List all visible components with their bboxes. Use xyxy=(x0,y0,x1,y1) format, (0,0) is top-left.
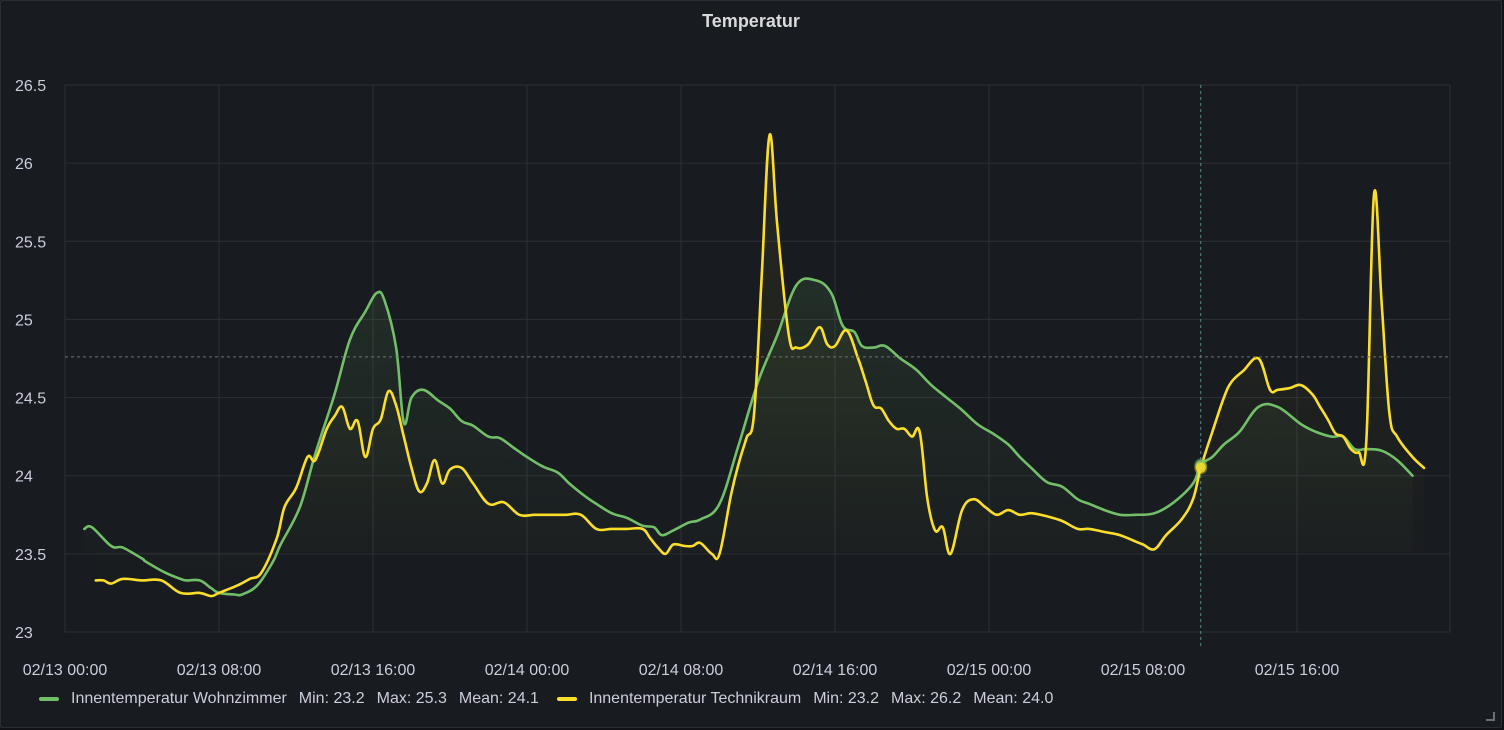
legend-series-name: Innentemperatur Wohnzimmer xyxy=(71,690,287,707)
legend-mean: Mean: 24.1 xyxy=(458,690,539,707)
legend-min: Min: 23.2 xyxy=(298,690,365,707)
x-tick-label: 02/15 16:00 xyxy=(1255,662,1340,679)
x-tick-label: 02/14 00:00 xyxy=(485,662,570,679)
legend-series-name: Innentemperatur Technikraum xyxy=(588,690,802,707)
resize-handle-icon[interactable] xyxy=(1486,712,1495,721)
x-tick-label: 02/14 16:00 xyxy=(793,662,878,679)
legend-min: Min: 23.2 xyxy=(813,690,880,707)
area-fills xyxy=(84,134,1424,597)
x-tick-label: 02/13 16:00 xyxy=(331,662,416,679)
legend-item-wohnzimmer[interactable]: Innentemperatur Wohnzimmer Min: 23.2 Max… xyxy=(39,690,539,708)
series-line-wohnzimmer[interactable] xyxy=(83,277,1414,597)
series-area-technikraum xyxy=(95,134,1424,597)
y-tick-label: 25.5 xyxy=(15,234,46,251)
crosshair xyxy=(65,85,1450,646)
y-axis: 23 23.5 24 24.5 25 25.5 26 26.5 xyxy=(15,78,46,642)
hover-point xyxy=(1194,461,1208,475)
legend-swatch-wohnzimmer xyxy=(39,697,59,701)
y-tick-label: 25 xyxy=(15,312,33,329)
y-tick-label: 26.5 xyxy=(15,78,46,95)
legend-swatch-technikraum xyxy=(556,697,577,701)
y-tick-label: 24.5 xyxy=(15,391,46,408)
legend-item-technikraum[interactable]: Innentemperatur Technikraum Min: 23.2 Ma… xyxy=(556,690,1054,708)
legend-mean: Mean: 24.0 xyxy=(973,690,1054,707)
panel-title[interactable]: Temperatur xyxy=(702,11,800,31)
y-tick-label: 23 xyxy=(15,625,33,642)
series-lines xyxy=(83,133,1426,598)
x-tick-label: 02/15 08:00 xyxy=(1101,662,1186,679)
legend: Innentemperatur Wohnzimmer Min: 23.2 Max… xyxy=(39,687,1071,711)
legend-max: Max: 26.2 xyxy=(891,690,962,707)
series-line-technikraum[interactable] xyxy=(94,133,1426,598)
y-tick-label: 23.5 xyxy=(15,547,46,564)
x-tick-label: 02/14 08:00 xyxy=(639,662,724,679)
y-tick-label: 26 xyxy=(15,156,33,173)
x-tick-label: 02/15 00:00 xyxy=(947,662,1032,679)
y-tick-label: 24 xyxy=(15,469,33,486)
legend-max: Max: 25.3 xyxy=(376,690,447,707)
x-tick-label: 02/13 08:00 xyxy=(177,662,262,679)
x-axis: 02/13 00:00 02/13 08:00 02/13 16:00 02/14 0… xyxy=(23,662,1340,679)
x-tick-label: 02/13 00:00 xyxy=(23,662,108,679)
